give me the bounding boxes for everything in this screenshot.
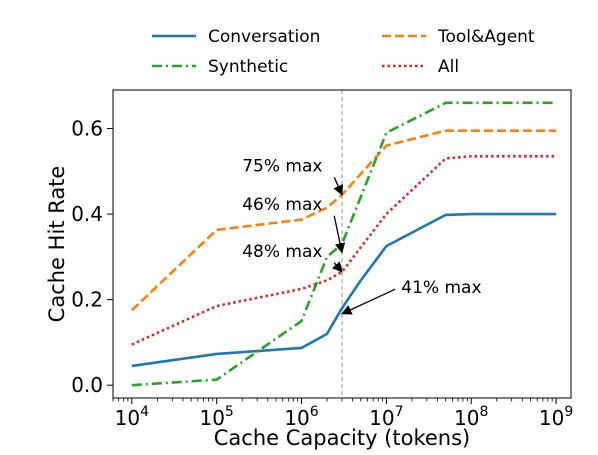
legend-label-tool-agent: Tool&Agent [437, 27, 535, 47]
x-tick-label-1: 104 [115, 404, 149, 430]
y-tick-label-1: 0.0 [71, 373, 103, 397]
x-tick-label-2: 105 [199, 404, 233, 430]
annotation-arrow-2 [333, 215, 346, 254]
annotations: 75% max 46% max 48% max 41% max [242, 156, 482, 315]
annotation-label-3: 48% max [242, 242, 322, 262]
series-group [130, 101, 557, 387]
y-tick-label-2: 0.2 [71, 288, 103, 312]
legend: Conversation Tool&Agent Synthetic All [152, 27, 535, 77]
annotation-arrow-3 [331, 261, 343, 273]
x-tick-label-4: 107 [369, 404, 403, 430]
y-axis-label: Cache Hit Rate [45, 166, 69, 323]
series-line-conversation [131, 212, 557, 368]
x-tick-label-3: 106 [284, 404, 318, 430]
x-tick-label-5: 108 [454, 404, 488, 430]
y-tick-label-4: 0.6 [71, 117, 103, 141]
axes: 104 105 106 107 108 109 0.0 0.2 0.4 0.6 [71, 89, 573, 430]
annotation-arrow-1 [333, 177, 343, 196]
legend-label-synthetic: Synthetic [208, 57, 288, 77]
annotation-arrow-4 [341, 288, 396, 315]
y-tick-label-3: 0.4 [71, 202, 103, 226]
annotation-label-4: 41% max [401, 278, 481, 298]
legend-label-conversation: Conversation [208, 27, 320, 47]
annotation-label-1: 75% max [242, 156, 322, 176]
series-line-synthetic [131, 101, 557, 387]
x-axis-label: Cache Capacity (tokens) [214, 426, 470, 450]
annotation-label-2: 46% max [242, 195, 322, 215]
x-tick-label-6: 109 [539, 404, 573, 430]
series-line-all [131, 155, 557, 346]
legend-label-all: All [438, 57, 459, 77]
